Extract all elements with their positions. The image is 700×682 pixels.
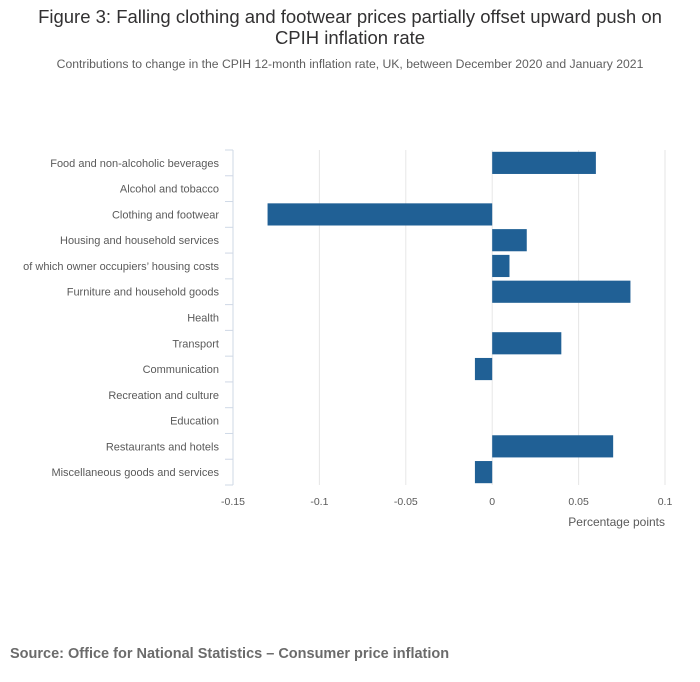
x-axis-title: Percentage points (568, 515, 665, 529)
category-label: Alcohol and tobacco (120, 184, 219, 196)
x-tick-label: -0.1 (310, 496, 328, 508)
bar (474, 357, 493, 381)
category-label: Communication (143, 364, 219, 376)
bar (492, 280, 631, 303)
category-label: Furniture and household goods (67, 287, 220, 299)
category-label: of which owner occupiers’ housing costs (23, 261, 219, 273)
category-label: Health (187, 313, 219, 325)
category-label: Education (170, 416, 219, 428)
bar (492, 435, 614, 458)
category-label: Housing and household services (60, 235, 219, 247)
x-tick-label: 0.05 (568, 496, 589, 508)
bar (474, 461, 493, 484)
x-tick-label: 0.1 (658, 496, 673, 508)
x-tick-label: -0.15 (221, 496, 245, 508)
category-label: Restaurants and hotels (106, 441, 220, 453)
chart-subtitle: Contributions to change in the CPIH 12-m… (56, 57, 644, 71)
category-label: Recreation and culture (108, 390, 219, 402)
x-tick-label: -0.05 (394, 496, 418, 508)
bar (492, 332, 562, 355)
category-label: Miscellaneous goods and services (51, 467, 219, 479)
bar (492, 151, 596, 174)
category-label: Food and non-alcoholic beverages (50, 158, 219, 170)
category-label: Clothing and footwear (112, 209, 219, 221)
bar (492, 229, 527, 252)
x-tick-label: 0 (489, 496, 495, 508)
bar (492, 254, 510, 278)
bar (267, 203, 493, 226)
category-label: Transport (172, 338, 219, 350)
chart-title: Figure 3: Falling clothing and footwear … (38, 6, 662, 48)
source-note: Source: Office for National Statistics –… (10, 646, 450, 662)
